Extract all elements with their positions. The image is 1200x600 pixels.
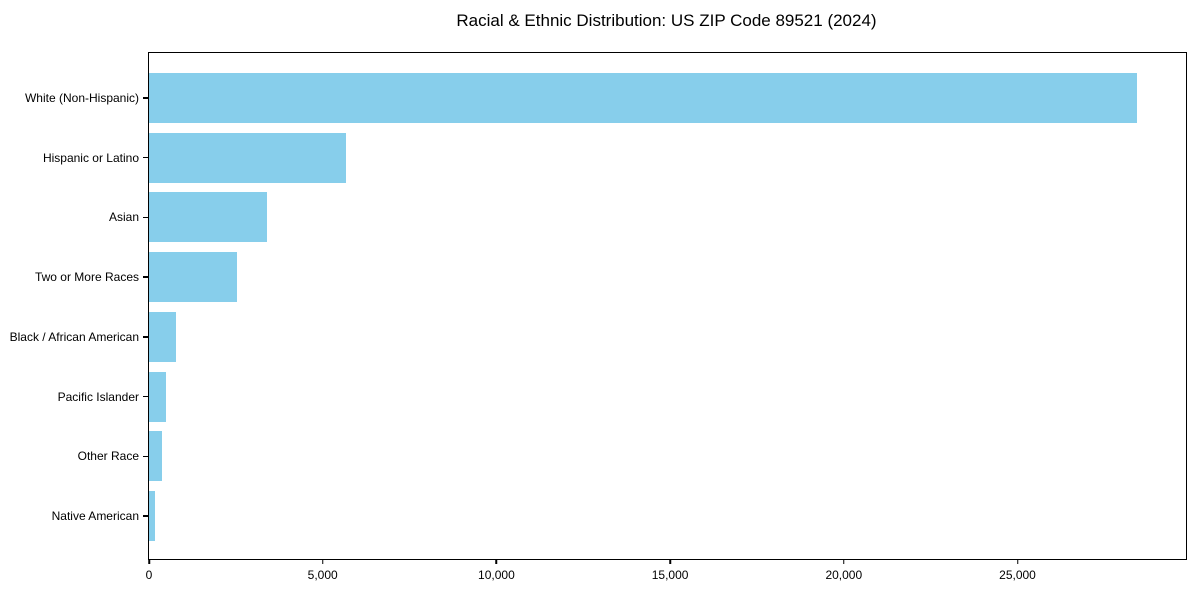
y-tick-mark [143, 216, 148, 219]
x-tick-mark [321, 560, 324, 564]
y-tick-label: Other Race [77, 449, 139, 464]
bar-asian [149, 192, 268, 243]
x-tick-mark [148, 560, 150, 564]
y-tick-mark [143, 455, 148, 457]
y-tick-label: Two or More Races [34, 270, 139, 285]
y-tick-label: Black / African American [9, 329, 139, 344]
x-tick-label: 5,000 [307, 568, 338, 582]
bar-white-non-hispanic [149, 73, 1137, 123]
x-tick-label: 0 [145, 568, 153, 582]
y-tick-label: Asian [108, 210, 139, 225]
plot-area: White (Non-Hispanic) Hispanic or Latino As… [10, 52, 1187, 582]
x-tick-mark [495, 560, 498, 564]
y-tick-label: Hispanic or Latino [42, 150, 139, 165]
bar-hispanic-or-latino [149, 132, 346, 183]
x-tick-label: 20,000 [825, 568, 863, 582]
x-tick-label: 10,000 [478, 568, 515, 582]
y-tick-mark [143, 336, 148, 338]
bar-native-american [149, 490, 155, 541]
x-tick-label: 15,000 [651, 568, 689, 582]
bar-pacific-islander [149, 371, 167, 422]
y-tick-mark [143, 276, 148, 278]
x-tick-mark [1016, 560, 1019, 564]
y-tick-label: Pacific Islander [57, 389, 139, 404]
x-tick-mark [669, 560, 671, 564]
y-tick-mark [143, 156, 148, 159]
bar-two-or-more-races [149, 252, 238, 303]
bar-black-african-american [149, 311, 177, 362]
y-tick-mark [143, 395, 148, 398]
y-tick-label: Native American [51, 508, 139, 523]
y-tick-mark [143, 515, 148, 517]
y-tick-label: White (Non-Hispanic) [24, 91, 139, 105]
x-tick-mark [843, 560, 845, 564]
bar-other-race [149, 431, 162, 482]
y-tick-mark [143, 97, 148, 99]
chart-title: Racial & Ethnic Distribution: US ZIP Cod… [456, 11, 877, 30]
x-tick-label: 25,000 [999, 568, 1036, 582]
